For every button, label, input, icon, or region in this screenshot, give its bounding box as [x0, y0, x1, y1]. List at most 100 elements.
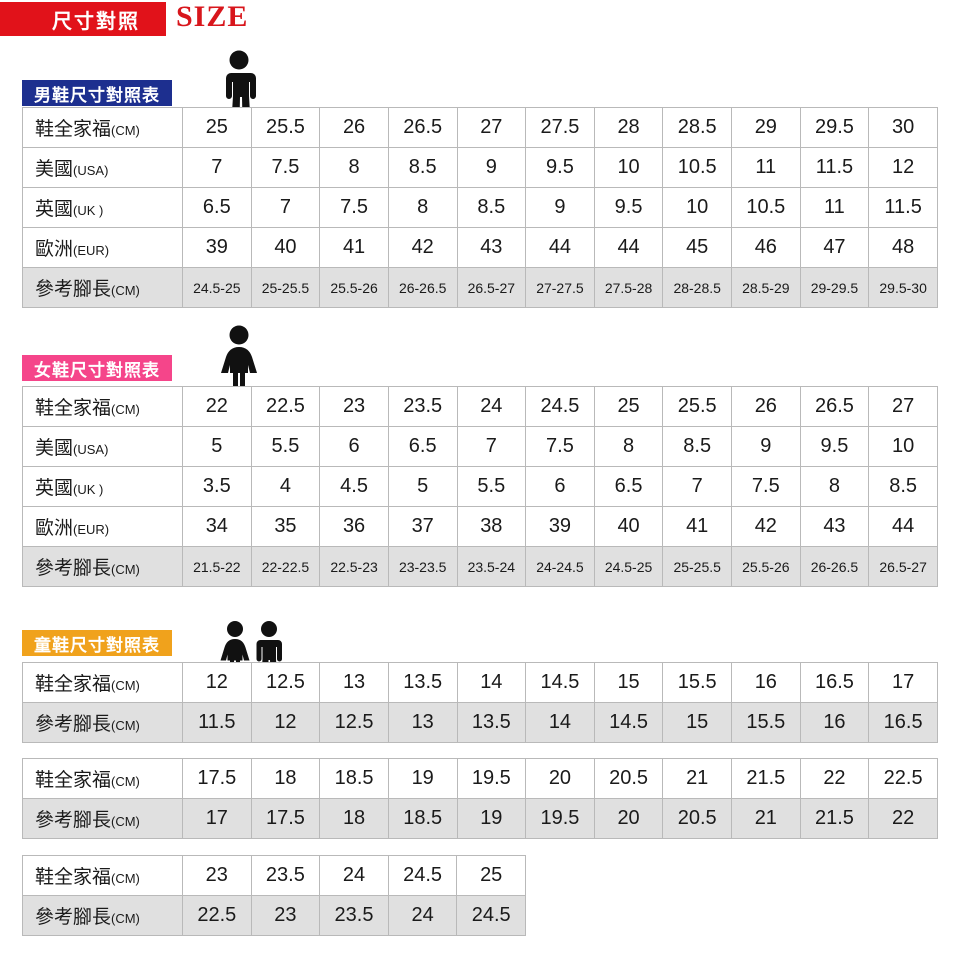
- row-label-unit: (UK ): [73, 482, 104, 497]
- cell: 10.5: [731, 187, 801, 228]
- row-label-text: 鞋全家福: [35, 867, 112, 888]
- table-row: 歐洲(EUR) 34 35 36 37 38 39 40 41 42 43 44: [22, 506, 938, 547]
- cell: 23.5-24: [456, 546, 527, 587]
- row-label-text: 歐洲: [35, 239, 74, 260]
- table-row: 鞋全家福(CM) 12 12.5 13 13.5 14 14.5 15 15.5…: [22, 662, 938, 703]
- cell: 11.5: [868, 187, 938, 228]
- cell: 18.5: [387, 798, 458, 839]
- cell: 8.5: [868, 466, 938, 507]
- cell: 23-23.5: [387, 546, 458, 587]
- row-label-text: 參考腳長: [35, 907, 112, 928]
- cell: 40: [593, 506, 664, 547]
- row-label: 參考腳長(CM): [22, 895, 183, 936]
- table-row: 美國(USA) 5 5.5 6 6.5 7 7.5 8 8.5 9 9.5 10: [22, 426, 938, 467]
- section-badge-kids-label: 童鞋尺寸對照表: [34, 635, 160, 655]
- cell: 24.5: [456, 895, 526, 936]
- cell: 29.5-30: [868, 267, 938, 308]
- cell: 5: [182, 426, 252, 467]
- cell: 26-26.5: [387, 267, 458, 308]
- cell: 24-24.5: [525, 546, 595, 587]
- cell: 15: [593, 662, 664, 703]
- cell: 9: [525, 187, 595, 228]
- cell: 23.5: [319, 895, 389, 936]
- cell: 46: [731, 227, 801, 268]
- cell: 17.5: [250, 798, 321, 839]
- cell: 14.5: [593, 702, 664, 743]
- cell: 14.5: [525, 662, 595, 703]
- cell: 24: [319, 855, 389, 896]
- cell: 22.5: [868, 758, 938, 799]
- cell: 26: [319, 107, 389, 148]
- cell: 22.5: [250, 386, 321, 427]
- cell: 8: [387, 187, 458, 228]
- cell: 18.5: [319, 758, 389, 799]
- cell: 10.5: [662, 147, 732, 188]
- cell: 17: [182, 798, 252, 839]
- cell: 4.5: [319, 466, 389, 507]
- cell: 25-25.5: [250, 267, 321, 308]
- cell: 18: [250, 758, 321, 799]
- cell: 36: [319, 506, 389, 547]
- table-row: 參考腳長(CM) 17 17.5 18 18.5 19 19.5 20 20.5…: [22, 798, 938, 839]
- row-label-unit: (CM): [111, 911, 140, 926]
- cell: 26.5: [799, 386, 870, 427]
- row-label-text: 美國: [35, 438, 74, 459]
- cell: 8.5: [387, 147, 458, 188]
- cell: 6.5: [387, 426, 458, 467]
- row-label-unit: (EUR): [73, 243, 110, 258]
- cell: 21.5: [799, 798, 870, 839]
- cell: 25: [182, 107, 252, 148]
- cell: 37: [387, 506, 458, 547]
- cell: 5.5: [456, 466, 527, 507]
- row-label-text: 參考腳長: [35, 279, 112, 300]
- cell: 8: [593, 426, 664, 467]
- cell: 25.5: [250, 107, 321, 148]
- row-label-unit: (CM): [111, 774, 140, 789]
- row-label: 參考腳長(CM): [22, 267, 183, 308]
- cell: 28.5-29: [731, 267, 801, 308]
- cell: 8.5: [662, 426, 732, 467]
- cell: 24.5-25: [182, 267, 252, 308]
- cell: 10: [868, 426, 938, 467]
- cell: 44: [593, 227, 664, 268]
- cell: 19.5: [525, 798, 595, 839]
- row-label-unit: (USA): [73, 442, 109, 457]
- cell: 7: [182, 147, 252, 188]
- cell: 25-25.5: [662, 546, 732, 587]
- row-label-unit: (CM): [111, 718, 140, 733]
- row-label-text: 鞋全家福: [35, 398, 112, 419]
- cell: 27.5: [525, 107, 595, 148]
- row-label-unit: (EUR): [73, 522, 110, 537]
- cell: 24: [387, 895, 458, 936]
- cell: 19.5: [456, 758, 527, 799]
- cell: 25.5-26: [731, 546, 801, 587]
- cell: 21: [662, 758, 732, 799]
- table-row: 鞋全家福(CM) 25 25.5 26 26.5 27 27.5 28 28.5…: [22, 107, 938, 148]
- table-row: 參考腳長(CM) 21.5-22 22-22.5 22.5-23 23-23.5…: [22, 546, 938, 587]
- row-label-text: 英國: [35, 199, 74, 220]
- cell: 41: [319, 227, 389, 268]
- cell: 25.5: [662, 386, 732, 427]
- cell: 23: [319, 386, 389, 427]
- cell: 22: [799, 758, 870, 799]
- cell: 7.5: [731, 466, 801, 507]
- cell: 7.5: [525, 426, 595, 467]
- cell: 7: [662, 466, 732, 507]
- cell: 6.5: [593, 466, 664, 507]
- cell: 9.5: [525, 147, 595, 188]
- cell: 22.5-23: [319, 546, 389, 587]
- section-badge-women-label: 女鞋尺寸對照表: [34, 360, 160, 380]
- cell: 22: [868, 798, 938, 839]
- row-label: 英國(UK ): [22, 466, 183, 507]
- page-title-zh: 尺寸對照: [52, 10, 140, 33]
- cell: 10: [662, 187, 732, 228]
- cell: 34: [182, 506, 252, 547]
- cell: 23.5: [250, 855, 321, 896]
- row-label-text: 鞋全家福: [35, 674, 112, 695]
- kids-size-table-block-3: 鞋全家福(CM) 23 23.5 24 24.5 25 參考腳長(CM) 22.…: [22, 855, 526, 936]
- table-row: 鞋全家福(CM) 22 22.5 23 23.5 24 24.5 25 25.5…: [22, 386, 938, 427]
- man-pictogram: [218, 50, 260, 116]
- row-label: 參考腳長(CM): [22, 702, 183, 743]
- table-row: 鞋全家福(CM) 23 23.5 24 24.5 25: [22, 855, 526, 896]
- cell: 18: [319, 798, 389, 839]
